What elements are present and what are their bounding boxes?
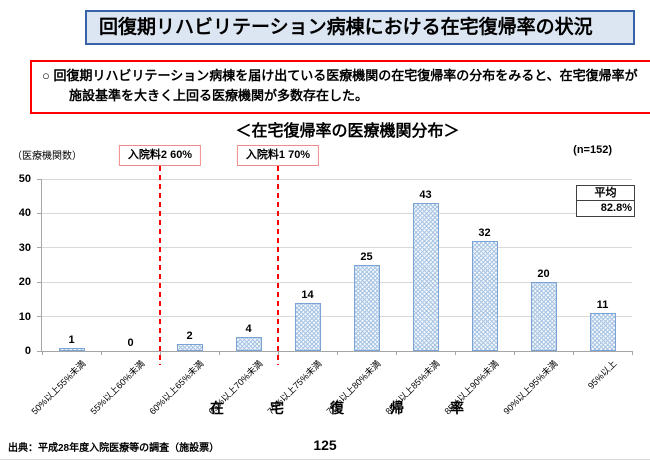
bar <box>353 265 380 351</box>
y-axis-tick <box>37 316 41 318</box>
plot-area: 1 50%以上55%未満 0 55%以上60%未満 2 60%以上65%未満 4 65%以上7… <box>30 145 633 416</box>
y-axis-tick <box>37 350 41 352</box>
y-axis-tick-label: 0 <box>24 345 31 357</box>
x-axis-tick <box>396 351 397 355</box>
x-axis-tick <box>219 351 220 355</box>
threshold-label: 入院料2 60% <box>118 145 202 166</box>
bar-value-label: 32 <box>478 227 491 239</box>
x-axis-tick <box>632 351 633 355</box>
y-axis-tick <box>37 281 41 283</box>
bar <box>471 241 498 351</box>
x-axis-tick <box>455 351 456 355</box>
summary-line-2: 施設基準を大きく上回る医療機関が多数存在した。 <box>69 88 369 104</box>
chart-title: ＜在宅復帰率の医療機関分布＞ <box>235 123 460 140</box>
threshold-label: 入院料1 70% <box>236 145 320 166</box>
bar-value-label: 1 <box>68 334 75 346</box>
y-axis-line <box>41 179 42 351</box>
bar-value-label: 4 <box>245 323 252 335</box>
y-axis-tick <box>37 178 41 180</box>
y-axis-tick-label: 20 <box>18 276 31 289</box>
x-axis-tick <box>514 351 515 355</box>
y-axis-tick-label: 50 <box>18 173 31 185</box>
gridline <box>42 316 632 318</box>
gridline <box>42 178 632 180</box>
bar <box>412 203 439 351</box>
bar-value-label: 20 <box>537 268 550 280</box>
y-axis-tick-label: 30 <box>18 241 31 254</box>
x-axis-tick <box>42 351 43 355</box>
y-axis-labels: 0 10 20 30 40 50 <box>0 173 38 357</box>
average-label: 平均 <box>577 186 634 201</box>
x-axis-tick <box>337 351 338 355</box>
y-axis-tick <box>37 212 41 214</box>
bar-value-label: 0 <box>127 337 134 349</box>
sample-size-label: (n=152) <box>573 144 612 156</box>
y-axis-tick <box>37 247 41 249</box>
bar <box>58 348 85 351</box>
gridline <box>42 212 632 214</box>
x-axis-tick-label: 95%以上 <box>586 358 619 391</box>
x-axis-tick <box>573 351 574 355</box>
page-title: 回復期リハビリテーション病棟における在宅復帰率の状況 <box>85 10 635 45</box>
average-value: 82.8% <box>600 202 632 214</box>
bar-value-label: 43 <box>419 189 432 201</box>
summary-box: ○ 回復期リハビリテーション病棟を届け出ている医療機関の在宅復帰率の分布をみると… <box>30 60 650 114</box>
summary-line-1: ○ 回復期リハビリテーション病棟を届け出ている医療機関の在宅復帰率の分布をみると… <box>42 68 638 83</box>
bar <box>530 282 557 351</box>
page-number: 125 <box>313 437 337 453</box>
y-axis-tick-label: 10 <box>18 310 31 323</box>
gridline <box>42 247 632 249</box>
bar-value-label: 14 <box>301 289 314 301</box>
average-box: 平均 82.8% <box>576 185 635 217</box>
bar-value-label: 11 <box>596 299 609 311</box>
bar-chart: （医療機関数） (n=152) 0 10 20 30 40 50 1 50%以上55%未満 0… <box>0 143 650 459</box>
threshold-line <box>277 166 279 365</box>
y-axis-tick-label: 40 <box>18 207 31 220</box>
source-note: 出典：平成28年度入院医療等の調査（施設票） <box>8 443 220 454</box>
x-axis-title: 在 宅 復 帰 率 <box>210 400 480 416</box>
y-axis-unit-label: （医療機関数） <box>12 151 82 162</box>
gridline <box>42 281 632 283</box>
bar <box>235 337 262 351</box>
bar <box>294 303 321 351</box>
threshold-line <box>159 166 161 365</box>
bar <box>589 313 616 351</box>
bar-value-label: 2 <box>186 330 193 342</box>
bar-value-label: 25 <box>360 251 373 263</box>
bar <box>176 344 203 351</box>
x-axis-tick <box>101 351 102 355</box>
